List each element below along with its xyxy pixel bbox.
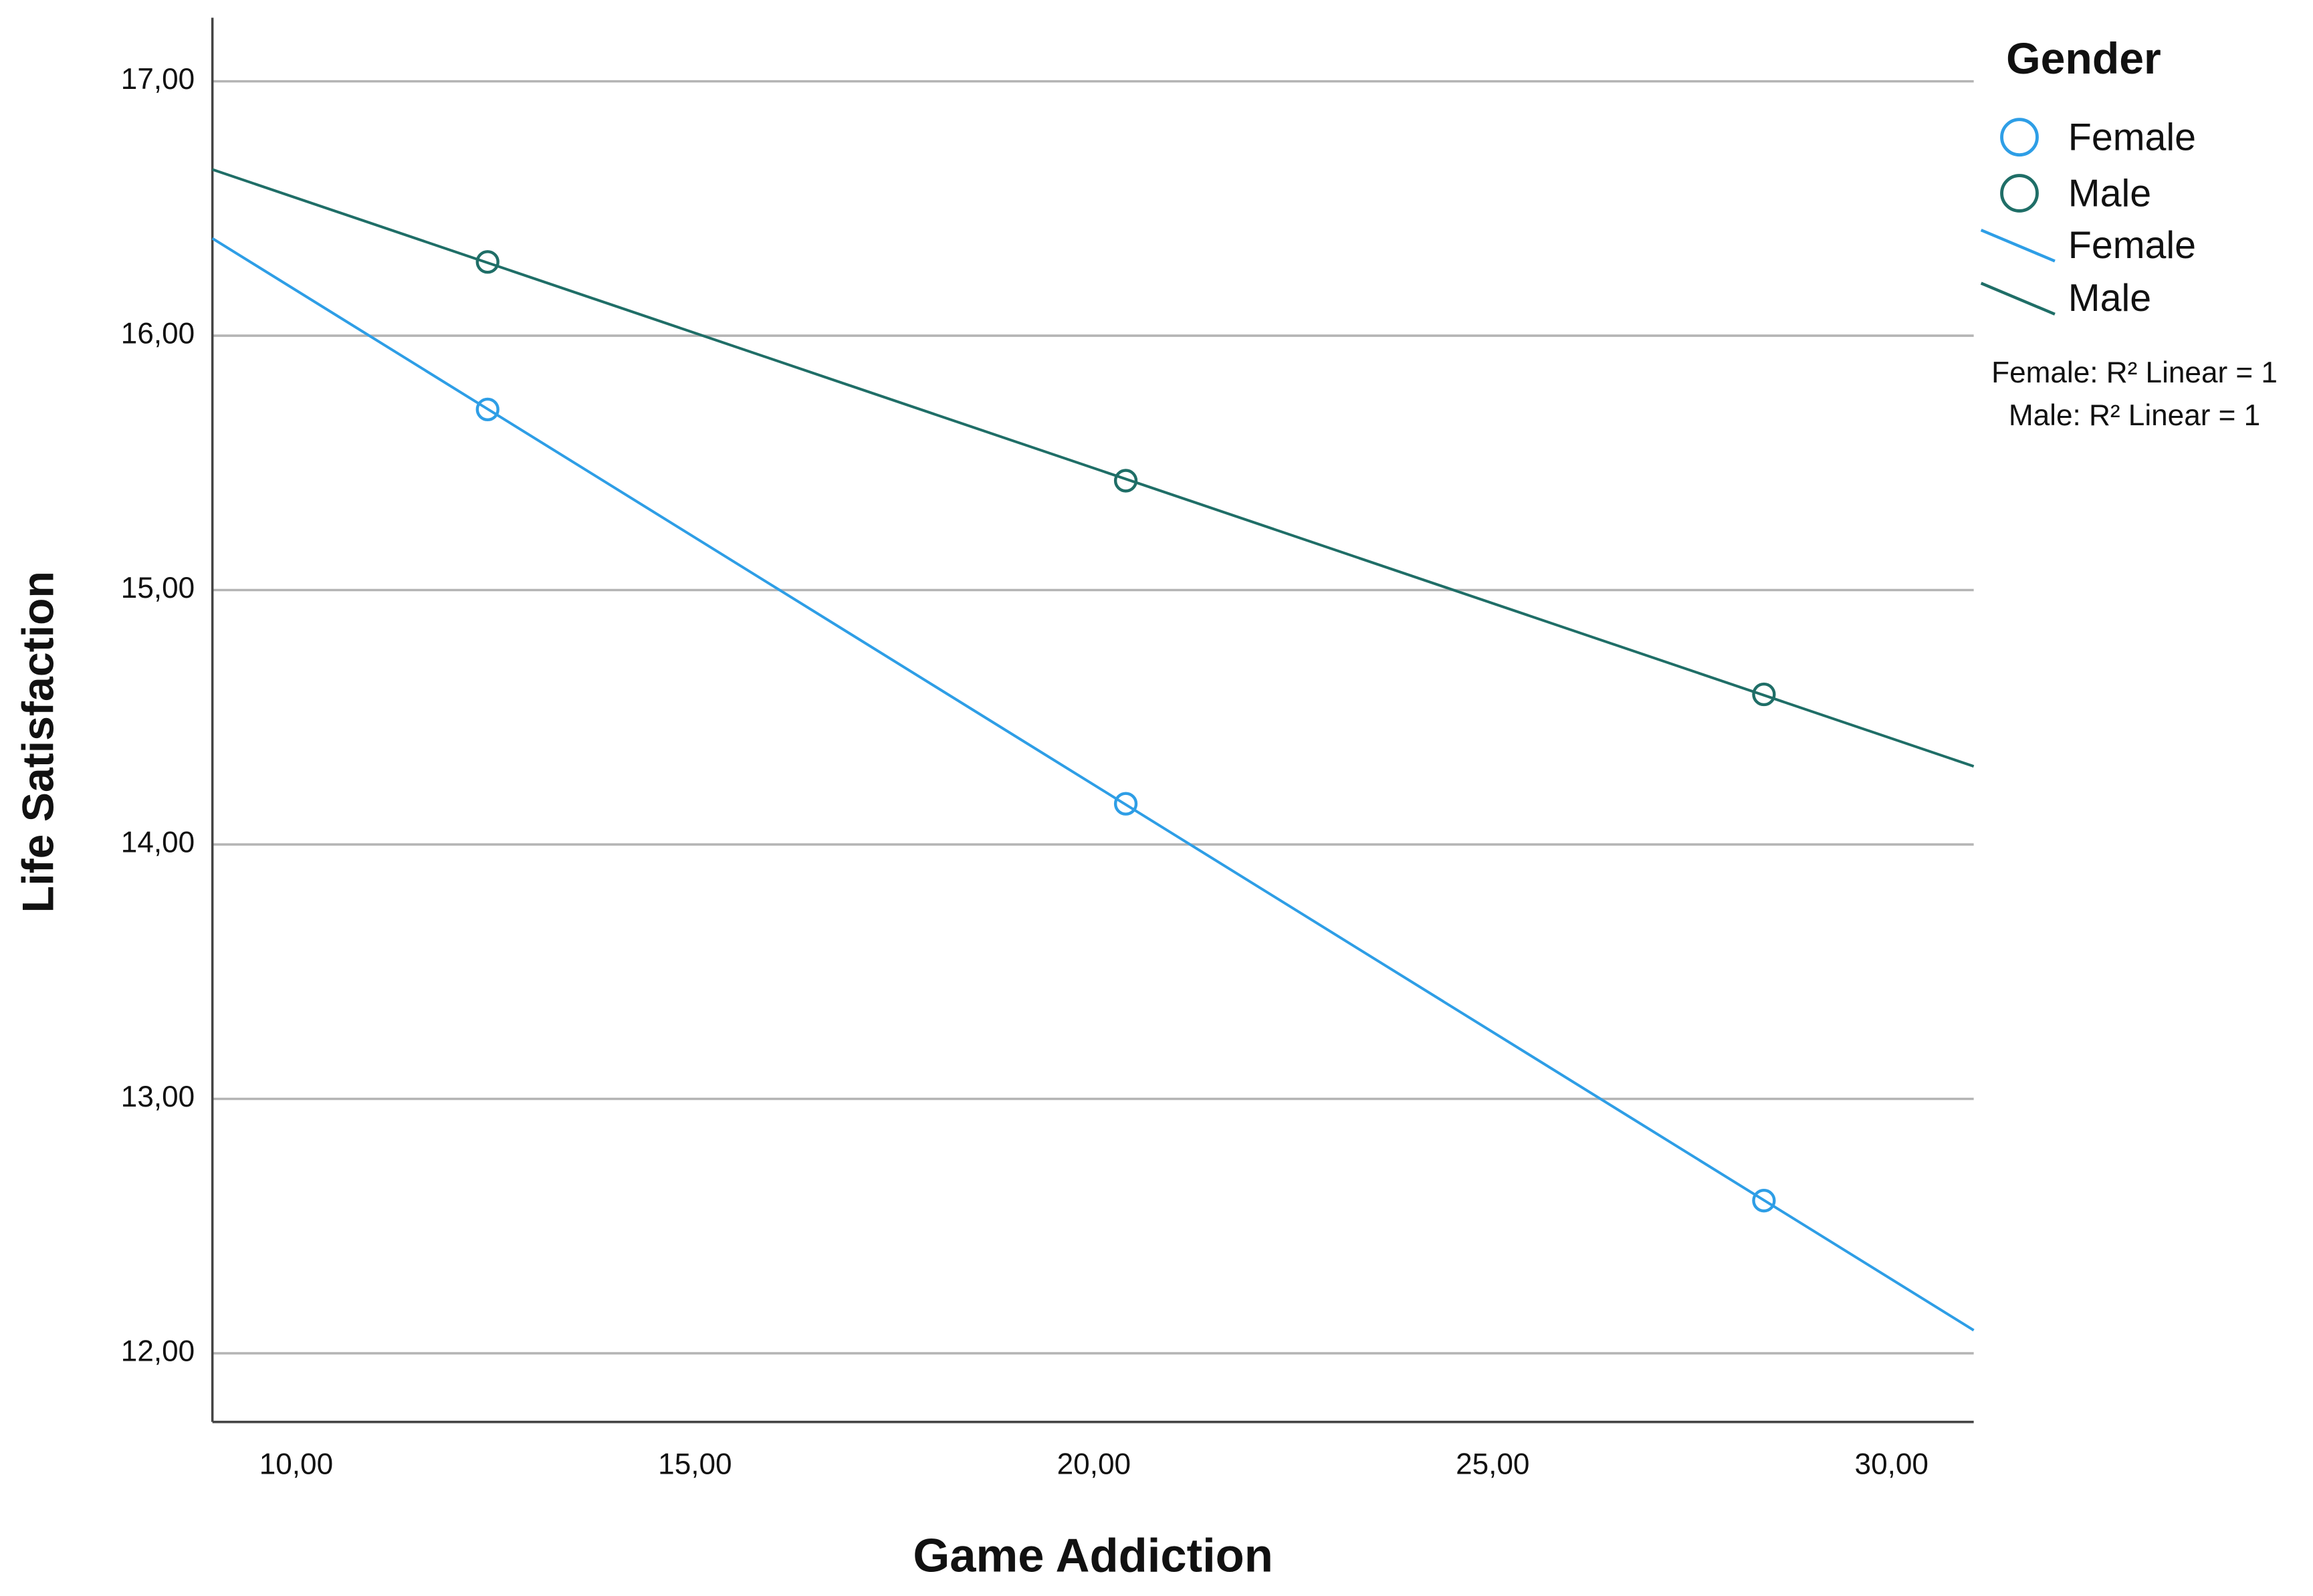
y-tick-label: 12,00 <box>121 1335 195 1368</box>
y-tick-label: 17,00 <box>121 63 195 96</box>
legend-line <box>1980 229 2056 263</box>
point <box>1113 792 1138 816</box>
legend-label: Female <box>2068 116 2196 159</box>
legend-title: Gender <box>2006 34 2161 84</box>
point <box>475 397 500 422</box>
y-tick-label: 13,00 <box>121 1080 195 1113</box>
x-tick-label: 30,00 <box>1855 1448 1929 1481</box>
point <box>475 250 500 274</box>
legend-label: Male <box>2068 173 2151 215</box>
legend-label: Female <box>2068 224 2196 267</box>
y-tick-label: 14,00 <box>121 826 195 859</box>
annotation: Female: R² Linear = 1 <box>1991 356 2278 389</box>
x-tick-label: 25,00 <box>1456 1448 1529 1481</box>
point <box>1113 469 1138 493</box>
legend-marker <box>2000 174 2039 213</box>
annotation: Male: R² Linear = 1 <box>2009 399 2260 432</box>
legend-line <box>1980 281 2056 316</box>
x-tick-label: 15,00 <box>658 1448 732 1481</box>
fit-line <box>211 237 1975 1332</box>
fit-line <box>212 168 1975 768</box>
x-tick-label: 10,00 <box>259 1448 333 1481</box>
legend-marker <box>2000 118 2039 157</box>
legend-label: Male <box>2068 277 2151 320</box>
x-tick-label: 20,00 <box>1057 1448 1131 1481</box>
point <box>1752 682 1776 707</box>
y-axis-title: Life Satisfaction <box>13 571 63 913</box>
y-tick-label: 15,00 <box>121 572 195 604</box>
x-axis-title: Game Addiction <box>913 1528 1273 1581</box>
y-tick-label: 16,00 <box>121 318 195 350</box>
point <box>1752 1189 1776 1213</box>
